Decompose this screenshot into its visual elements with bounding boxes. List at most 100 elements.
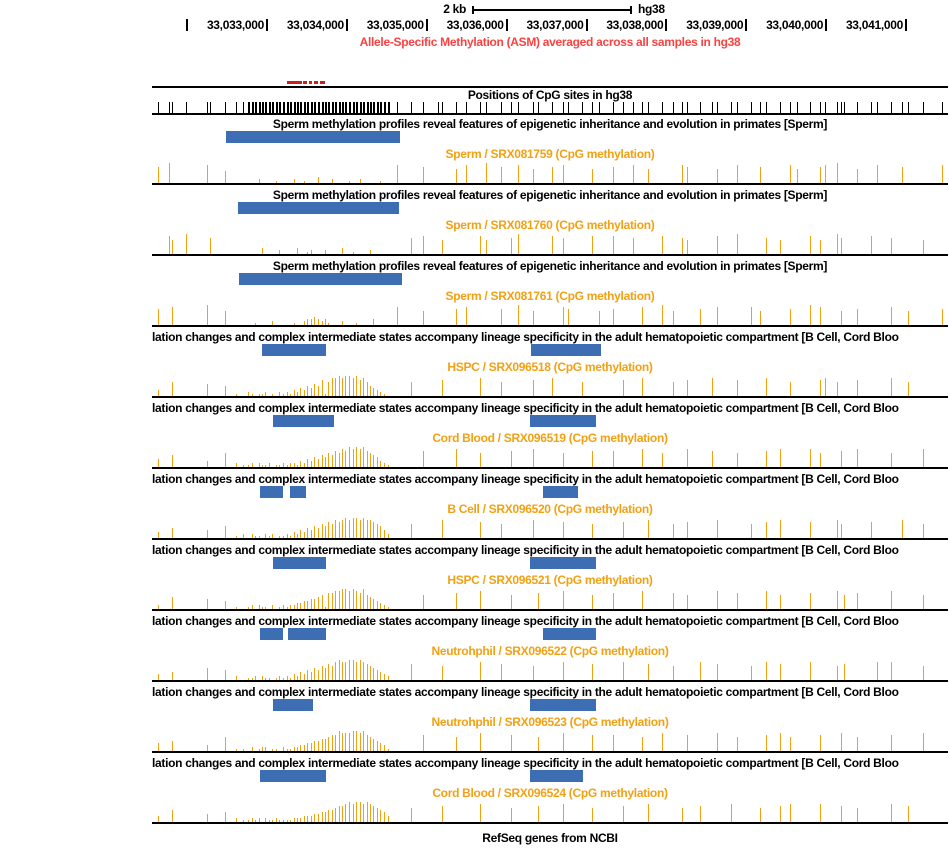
coordinate-label: 33,035,000 bbox=[366, 18, 424, 32]
signal-bar bbox=[300, 530, 302, 538]
track-title: lation changes and complex intermediate … bbox=[152, 330, 899, 344]
track-signal[interactable] bbox=[152, 731, 948, 753]
methylation-track[interactable]: Sperm methylation profiles reveal featur… bbox=[152, 260, 948, 331]
coordinate-label: 33,037,000 bbox=[526, 18, 584, 32]
signal-bar bbox=[538, 593, 540, 609]
region-bar[interactable] bbox=[260, 486, 283, 498]
signal-bar bbox=[672, 382, 674, 396]
cpg-tick bbox=[269, 102, 271, 113]
signal-bar bbox=[236, 676, 238, 680]
signal-bar bbox=[324, 394, 326, 396]
signal-bar bbox=[510, 238, 512, 254]
track-signal[interactable] bbox=[152, 589, 948, 611]
track-signal[interactable] bbox=[152, 305, 948, 327]
signal-bar bbox=[321, 455, 323, 467]
signal-bar bbox=[456, 169, 458, 183]
region-bar[interactable] bbox=[272, 699, 313, 711]
signal-bar bbox=[349, 591, 351, 609]
signal-bar bbox=[261, 394, 263, 396]
track-signal[interactable] bbox=[152, 234, 948, 256]
methylation-track[interactable]: Sperm methylation profiles reveal featur… bbox=[152, 118, 948, 189]
coord-tick bbox=[905, 19, 907, 31]
asm-item[interactable] bbox=[319, 81, 325, 84]
signal-bar bbox=[300, 745, 302, 751]
signal-bar bbox=[279, 465, 281, 467]
methylation-track[interactable]: lation changes and complex intermediate … bbox=[152, 473, 948, 544]
signal-bar bbox=[891, 307, 893, 325]
track-sample-label: Cord Blood / SRX096519 (CpG methylation) bbox=[432, 431, 668, 445]
signal-bar bbox=[311, 599, 313, 609]
signal-bar bbox=[289, 820, 291, 822]
region-bar[interactable] bbox=[542, 628, 597, 640]
signal-bar bbox=[441, 240, 443, 254]
signal-bar bbox=[296, 603, 298, 609]
signal-bar bbox=[296, 747, 298, 751]
signal-bar bbox=[261, 676, 263, 680]
signal-bar bbox=[355, 376, 357, 396]
signal-bar bbox=[339, 376, 341, 396]
cpg-tick bbox=[662, 102, 664, 113]
signal-bar bbox=[441, 520, 443, 538]
track-signal[interactable] bbox=[152, 163, 948, 185]
region-bar[interactable] bbox=[260, 628, 284, 640]
asm-item[interactable] bbox=[314, 81, 319, 84]
region-bar[interactable] bbox=[226, 131, 401, 143]
asm-item[interactable] bbox=[303, 81, 308, 84]
cpg-tick bbox=[276, 102, 279, 113]
signal-bar bbox=[383, 605, 385, 609]
methylation-track[interactable]: lation changes and complex intermediate … bbox=[152, 615, 948, 686]
region-bar[interactable] bbox=[530, 770, 584, 782]
signal-bar bbox=[307, 601, 309, 609]
region-bar[interactable] bbox=[238, 273, 402, 285]
methylation-track[interactable]: lation changes and complex intermediate … bbox=[152, 544, 948, 615]
signal-bar bbox=[623, 662, 625, 680]
signal-bar bbox=[225, 670, 227, 680]
asm-item[interactable] bbox=[308, 81, 312, 84]
cpg-tick bbox=[837, 102, 839, 113]
region-bar[interactable] bbox=[530, 699, 597, 711]
asm-item[interactable] bbox=[287, 81, 302, 84]
methylation-track[interactable]: lation changes and complex intermediate … bbox=[152, 686, 948, 757]
signal-bar bbox=[780, 806, 782, 822]
region-bar[interactable] bbox=[261, 344, 326, 356]
region-bar[interactable] bbox=[530, 557, 597, 569]
track-signal[interactable] bbox=[152, 376, 948, 398]
region-bar[interactable] bbox=[237, 202, 399, 214]
region-bar[interactable] bbox=[289, 486, 307, 498]
methylation-track[interactable]: Sperm methylation profiles reveal featur… bbox=[152, 189, 948, 260]
region-bar[interactable] bbox=[272, 415, 335, 427]
signal-bar bbox=[261, 747, 263, 751]
region-bar[interactable] bbox=[530, 415, 597, 427]
signal-bar bbox=[366, 382, 368, 396]
signal-bar bbox=[562, 662, 564, 680]
cpg-tick bbox=[210, 102, 212, 113]
track-signal[interactable] bbox=[152, 518, 948, 540]
signal-bar bbox=[296, 534, 298, 538]
track-signal[interactable] bbox=[152, 660, 948, 682]
methylation-track[interactable]: lation changes and complex intermediate … bbox=[152, 757, 948, 828]
region-bar[interactable] bbox=[272, 557, 327, 569]
cpg-tick bbox=[296, 102, 299, 113]
signal-bar bbox=[377, 601, 379, 609]
cpg-ticks[interactable] bbox=[152, 101, 948, 113]
region-bar[interactable] bbox=[288, 628, 327, 640]
signal-bar bbox=[317, 386, 319, 396]
track-signal[interactable] bbox=[152, 447, 948, 469]
signal-bar bbox=[352, 589, 354, 609]
signal-bar bbox=[258, 179, 260, 183]
signal-bar bbox=[317, 177, 319, 183]
signal-bar bbox=[282, 820, 284, 822]
signal-bar bbox=[311, 816, 313, 822]
region-bar[interactable] bbox=[542, 486, 578, 498]
region-bar[interactable] bbox=[530, 344, 601, 356]
signal-bar bbox=[342, 378, 344, 396]
track-signal[interactable] bbox=[152, 802, 948, 824]
cpg-tick bbox=[339, 102, 342, 113]
signal-bar bbox=[324, 812, 326, 822]
signal-bar bbox=[168, 163, 170, 183]
cpg-tick bbox=[479, 102, 481, 113]
signal-bar bbox=[349, 733, 351, 751]
region-bar[interactable] bbox=[260, 770, 327, 782]
methylation-track[interactable]: lation changes and complex intermediate … bbox=[152, 331, 948, 402]
methylation-track[interactable]: lation changes and complex intermediate … bbox=[152, 402, 948, 473]
